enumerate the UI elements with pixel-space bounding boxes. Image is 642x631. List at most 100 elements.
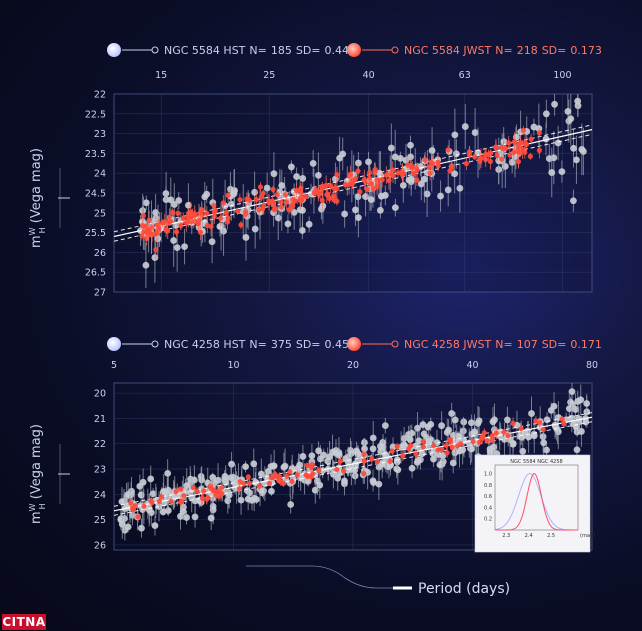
jwst-point (145, 227, 151, 233)
jwst-point (430, 442, 437, 449)
jwst-point (488, 150, 494, 156)
jwst-point (224, 219, 231, 225)
hst-point (568, 388, 576, 396)
jwst-point (188, 209, 194, 215)
jwst-point (284, 473, 290, 479)
jwst-point (173, 489, 179, 495)
hst-point (207, 514, 215, 522)
hst-point (216, 223, 224, 230)
hst-point (415, 437, 423, 445)
jwst-point (518, 425, 524, 432)
jwst-point (444, 450, 450, 456)
hst-point (570, 197, 577, 205)
jwst-point (192, 211, 198, 217)
hst-point (419, 421, 427, 429)
jwst-point (225, 192, 231, 198)
jwst-point (274, 191, 280, 198)
hst-point (540, 439, 548, 447)
jwst-point (489, 433, 495, 439)
jwst-point (256, 207, 262, 213)
jwst-point (520, 127, 526, 134)
jwst-point (309, 462, 315, 468)
legend-entry: NGC 5584 JWST N= 218 SD= 0.173 (347, 43, 602, 57)
x-tick-label: 40 (363, 70, 375, 81)
y-axis-label: mWH (Vega mag) (28, 148, 47, 248)
hst-point (459, 446, 467, 454)
legend-part: 0.173 (570, 44, 602, 57)
hst-point (257, 470, 265, 478)
jwst-point (366, 175, 373, 181)
y-tick-label: 23.5 (85, 149, 106, 160)
jwst-point (269, 198, 275, 204)
hst-point (391, 204, 399, 212)
jwst-point (139, 233, 145, 239)
hst-point (296, 461, 304, 469)
legend-entry: NGC 5584 HST N= 185 SD= 0.449 (107, 43, 356, 57)
hst-point (543, 446, 550, 454)
jwst-point (361, 470, 367, 477)
jwst-point (173, 229, 180, 235)
hst-point (353, 447, 360, 455)
legend-part: NGC 4258 HST (164, 338, 246, 351)
jwst-point (559, 416, 565, 422)
legend-part: NGC 4258 JWST (404, 338, 492, 351)
hst-point (284, 220, 292, 228)
hst-point (573, 156, 580, 164)
jwst-point (197, 210, 203, 216)
jwst-point (540, 426, 546, 433)
hst-point (170, 237, 178, 244)
inset-y-tick-label: 0.4 (484, 505, 492, 511)
jwst-point (241, 480, 247, 487)
inset-x-tick-label: 2.5 (547, 533, 555, 539)
hst-point (418, 450, 426, 458)
jwst-point (342, 182, 348, 188)
hst-point (293, 173, 300, 180)
y-tick-label: 23 (94, 465, 106, 476)
jwst-point (435, 447, 441, 453)
hst-point (299, 453, 307, 460)
hst-point (341, 210, 349, 218)
jwst-point (347, 171, 353, 177)
y-tick-label: 27 (94, 288, 106, 299)
jwst-point (372, 166, 378, 173)
hst-point (391, 153, 399, 161)
jwst-point (466, 149, 472, 155)
hst-point (474, 419, 482, 427)
hst-point (434, 451, 442, 458)
hst-point (309, 160, 317, 167)
jwst-point (280, 480, 286, 487)
legend-part: 375 (271, 338, 292, 351)
jwst-point (387, 458, 393, 464)
hst-point (558, 168, 566, 176)
hst-point (449, 459, 457, 467)
hst-point (268, 487, 275, 495)
hst-point (162, 190, 170, 197)
hst-point (545, 155, 553, 162)
hst-point (315, 171, 322, 179)
legend-part: N= (249, 44, 266, 57)
panel-2: 5 10 20 40 80 20 21 22 23 24 25 26 mWH (Vega mag) NGC… (28, 337, 602, 553)
hst-point (173, 244, 181, 252)
jwst-point (328, 183, 334, 189)
jwst-point (463, 160, 470, 167)
jwst-point (493, 145, 499, 151)
hst-point (408, 429, 416, 437)
jwst-point (179, 498, 185, 504)
jwst-point (208, 485, 214, 491)
y-tick-label: 25.5 (85, 228, 106, 239)
jwst-point (282, 192, 289, 198)
hst-point (583, 400, 591, 407)
legend-label: NGC 4258 JWST N= 107 SD= 0.171 (404, 338, 602, 351)
legend-part: NGC 5584 HST (164, 44, 246, 57)
hst-point (379, 443, 387, 451)
hst-point (570, 144, 577, 152)
jwst-point (243, 209, 249, 215)
legend-part: 185 (271, 44, 292, 57)
hst-point (227, 200, 235, 208)
footer-connector (246, 565, 398, 589)
jwst-point (305, 473, 311, 479)
jwst-point (245, 474, 251, 480)
hst-point (341, 477, 348, 485)
inset-x-unit: (mag) (580, 533, 595, 539)
legend-marker-hst (107, 43, 121, 57)
